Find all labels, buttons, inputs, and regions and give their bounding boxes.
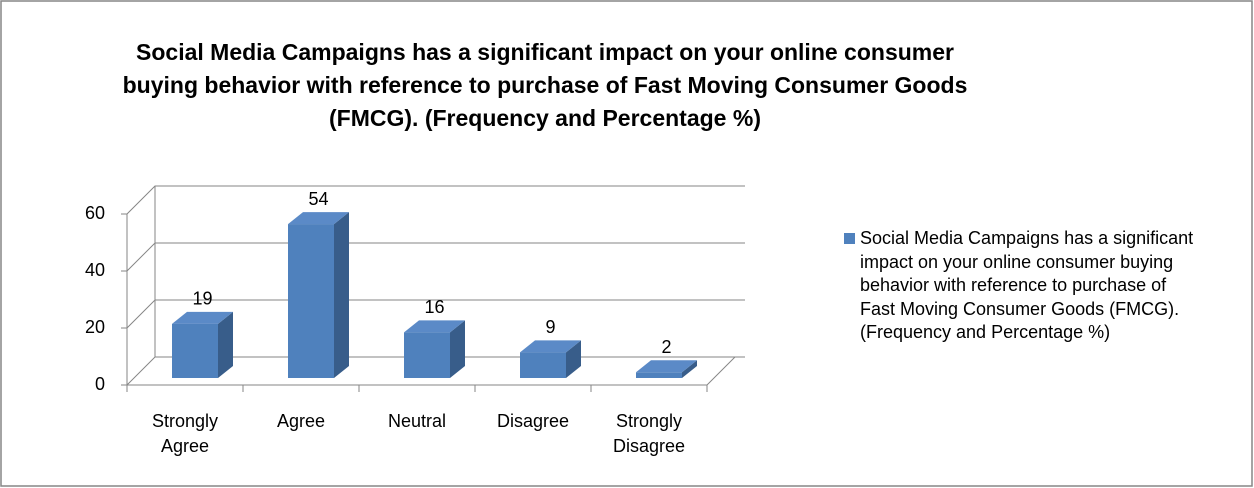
x-tick-label: Strongly Agree: [151, 411, 219, 456]
x-tick-label: Neutral: [387, 411, 447, 431]
bar: [288, 224, 334, 378]
y-tick-label: 60: [85, 203, 105, 223]
bar-top: [288, 212, 349, 225]
bar-side: [450, 320, 465, 378]
chart-title: Social Media Campaigns has a significant…: [122, 39, 968, 131]
grid-line: [126, 242, 745, 272]
axis-wall: [706, 356, 736, 386]
legend-label: Social Media Campaigns has a significant…: [860, 228, 1194, 342]
data-label: 2: [661, 337, 671, 357]
bar: [520, 352, 566, 378]
bar-top: [404, 320, 465, 333]
data-label: 54: [308, 189, 328, 209]
bar-top: [520, 340, 581, 353]
bar: [636, 372, 682, 378]
bar-side: [682, 360, 697, 378]
x-tick-label: Strongly Disagree: [612, 411, 686, 456]
grid-line: [126, 299, 745, 329]
bar-side: [218, 311, 233, 378]
bar: [172, 323, 218, 378]
data-label: 19: [192, 289, 212, 309]
legend-key: [844, 233, 855, 244]
y-tick-label: 20: [85, 317, 105, 337]
data-label: 9: [545, 317, 555, 337]
y-tick-label: 0: [95, 374, 105, 394]
x-tick-label: Agree: [276, 411, 326, 431]
grid-line: [126, 185, 745, 215]
bar-top: [636, 360, 697, 373]
bar-side: [566, 340, 581, 378]
bar-top: [172, 311, 233, 324]
x-tick-label: Disagree: [496, 411, 570, 431]
y-tick-label: 40: [85, 260, 105, 280]
bar-side: [334, 212, 349, 378]
bar: [404, 332, 450, 378]
data-label: 16: [424, 297, 444, 317]
